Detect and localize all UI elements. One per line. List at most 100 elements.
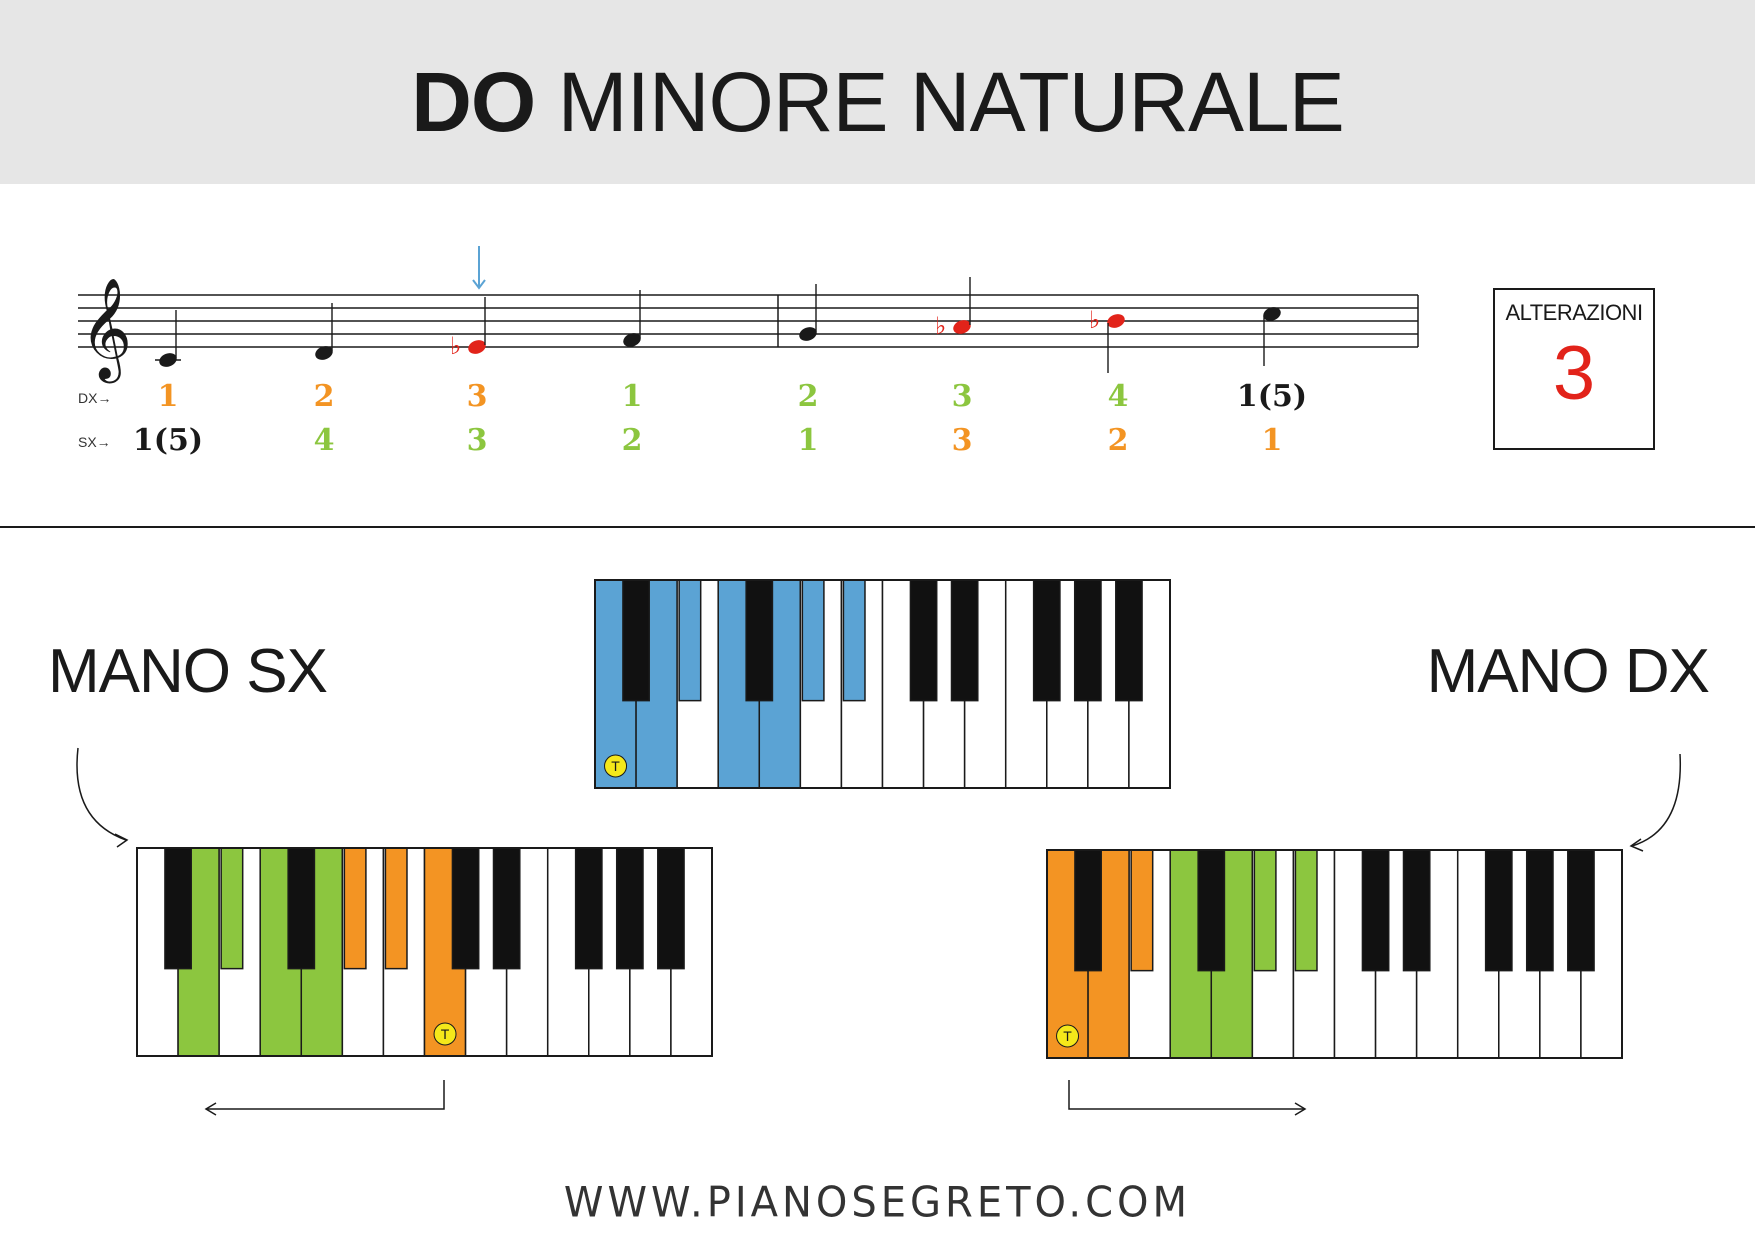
black-key bbox=[343, 847, 367, 970]
black-key bbox=[1130, 849, 1154, 972]
white-key bbox=[758, 579, 802, 789]
white-key bbox=[1087, 579, 1130, 789]
black-key bbox=[1525, 849, 1554, 972]
black-key bbox=[164, 847, 192, 970]
black-key bbox=[287, 847, 316, 970]
black-key bbox=[1567, 849, 1595, 972]
tonic-marker-label: T bbox=[441, 1026, 450, 1042]
black-key bbox=[1074, 849, 1102, 972]
flat-icon: ♭ bbox=[935, 312, 946, 340]
dx-finger: 2 bbox=[314, 379, 335, 414]
black-key bbox=[220, 847, 244, 970]
black-key bbox=[1115, 579, 1143, 702]
white-key bbox=[1128, 579, 1171, 789]
alterations-label: ALTERAZIONI bbox=[1505, 300, 1643, 325]
sx-finger: 1(5) bbox=[133, 423, 203, 458]
black-key bbox=[1294, 849, 1318, 972]
dx-row-label: DX→ bbox=[78, 390, 111, 406]
black-key bbox=[1484, 849, 1513, 972]
white-key bbox=[1004, 579, 1048, 789]
white-key bbox=[505, 847, 549, 1057]
white-key bbox=[259, 847, 303, 1057]
sx-finger: 4 bbox=[314, 423, 335, 458]
tonic-marker bbox=[604, 754, 628, 778]
white-key bbox=[840, 579, 884, 789]
black-key bbox=[745, 579, 774, 702]
alterations-box: ALTERAZIONI 3 bbox=[1493, 288, 1655, 450]
black-key bbox=[622, 579, 650, 702]
white-key bbox=[594, 579, 637, 789]
white-key bbox=[1046, 849, 1089, 1059]
sx-finger: 2 bbox=[622, 423, 643, 458]
page-title: DO MINORE NATURALE bbox=[0, 52, 1755, 152]
black-key bbox=[909, 579, 938, 702]
white-key bbox=[1046, 579, 1089, 789]
sx-row-label: SX→ bbox=[78, 434, 111, 450]
keyboard-left-hand: T bbox=[136, 847, 713, 1057]
alterations-count: 3 bbox=[1552, 331, 1596, 416]
note bbox=[1263, 307, 1281, 366]
right-hand-label: MANO DX bbox=[1426, 637, 1710, 706]
white-key bbox=[1087, 849, 1130, 1059]
dx-finger: 4 bbox=[1108, 379, 1129, 414]
tonic-marker bbox=[433, 1022, 457, 1046]
left-direction-arrow-icon bbox=[204, 1080, 445, 1116]
black-key bbox=[1253, 849, 1277, 972]
left-hand-label: MANO SX bbox=[48, 637, 328, 706]
white-key bbox=[1169, 849, 1213, 1059]
music-staff: 𝄞 ♭ ♭ ♭ DX→ SX→ 1 2 3 1 2 3 4 1(5) 1(5) 4 3 2 1 3 2 1 bbox=[78, 246, 1419, 458]
sx-finger: 1 bbox=[1262, 423, 1283, 458]
white-key bbox=[1539, 849, 1582, 1059]
black-key bbox=[678, 579, 702, 702]
title-bold: DO bbox=[411, 55, 536, 149]
white-key bbox=[881, 579, 925, 789]
white-key bbox=[799, 579, 843, 789]
white-key bbox=[1333, 849, 1377, 1059]
white-key bbox=[670, 847, 713, 1057]
black-key bbox=[615, 847, 644, 970]
right-curve-arrow-icon bbox=[1629, 753, 1682, 852]
white-key bbox=[464, 847, 508, 1057]
sx-finger: 1 bbox=[798, 423, 819, 458]
dx-finger: 1(5) bbox=[1237, 379, 1307, 414]
black-key bbox=[801, 579, 825, 702]
right-direction-arrow-icon bbox=[1068, 1080, 1307, 1116]
fingering-dx-row: 1 2 3 1 2 3 4 1(5) bbox=[158, 379, 1308, 414]
white-key bbox=[546, 847, 590, 1057]
black-key bbox=[842, 579, 866, 702]
white-key bbox=[1128, 849, 1171, 1059]
black-key bbox=[1197, 849, 1226, 972]
white-key bbox=[1292, 849, 1336, 1059]
white-key bbox=[341, 847, 385, 1057]
black-key bbox=[950, 579, 979, 702]
note: ♭ bbox=[935, 277, 971, 340]
fingering-sx-row: 1(5) 4 3 2 1 3 2 1 bbox=[133, 423, 1283, 458]
white-key bbox=[676, 579, 719, 789]
white-key bbox=[177, 847, 220, 1057]
black-key bbox=[657, 847, 685, 970]
white-key bbox=[963, 579, 1007, 789]
white-key bbox=[1251, 849, 1295, 1059]
staff-lines bbox=[78, 294, 1419, 348]
footer-url: WWW.PIANOSEGRETO.COM bbox=[563, 1178, 1192, 1228]
white-key bbox=[423, 847, 467, 1057]
white-key bbox=[629, 847, 672, 1057]
black-key bbox=[384, 847, 408, 970]
black-key bbox=[492, 847, 521, 970]
flat-icon: ♭ bbox=[450, 332, 461, 360]
white-key bbox=[922, 579, 966, 789]
white-key bbox=[1374, 849, 1418, 1059]
dx-finger: 3 bbox=[467, 379, 488, 414]
left-curve-arrow-icon bbox=[76, 747, 129, 848]
tonic-marker-label: T bbox=[611, 758, 620, 774]
header-band bbox=[0, 0, 1755, 184]
dx-finger: 1 bbox=[622, 379, 643, 414]
white-key bbox=[1210, 849, 1254, 1059]
sx-finger: 3 bbox=[467, 423, 488, 458]
tonic-marker bbox=[1056, 1024, 1080, 1048]
blue-arrow-icon bbox=[472, 246, 486, 290]
note bbox=[799, 284, 817, 341]
black-key bbox=[451, 847, 480, 970]
white-key bbox=[1415, 849, 1459, 1059]
black-key bbox=[1402, 849, 1431, 972]
